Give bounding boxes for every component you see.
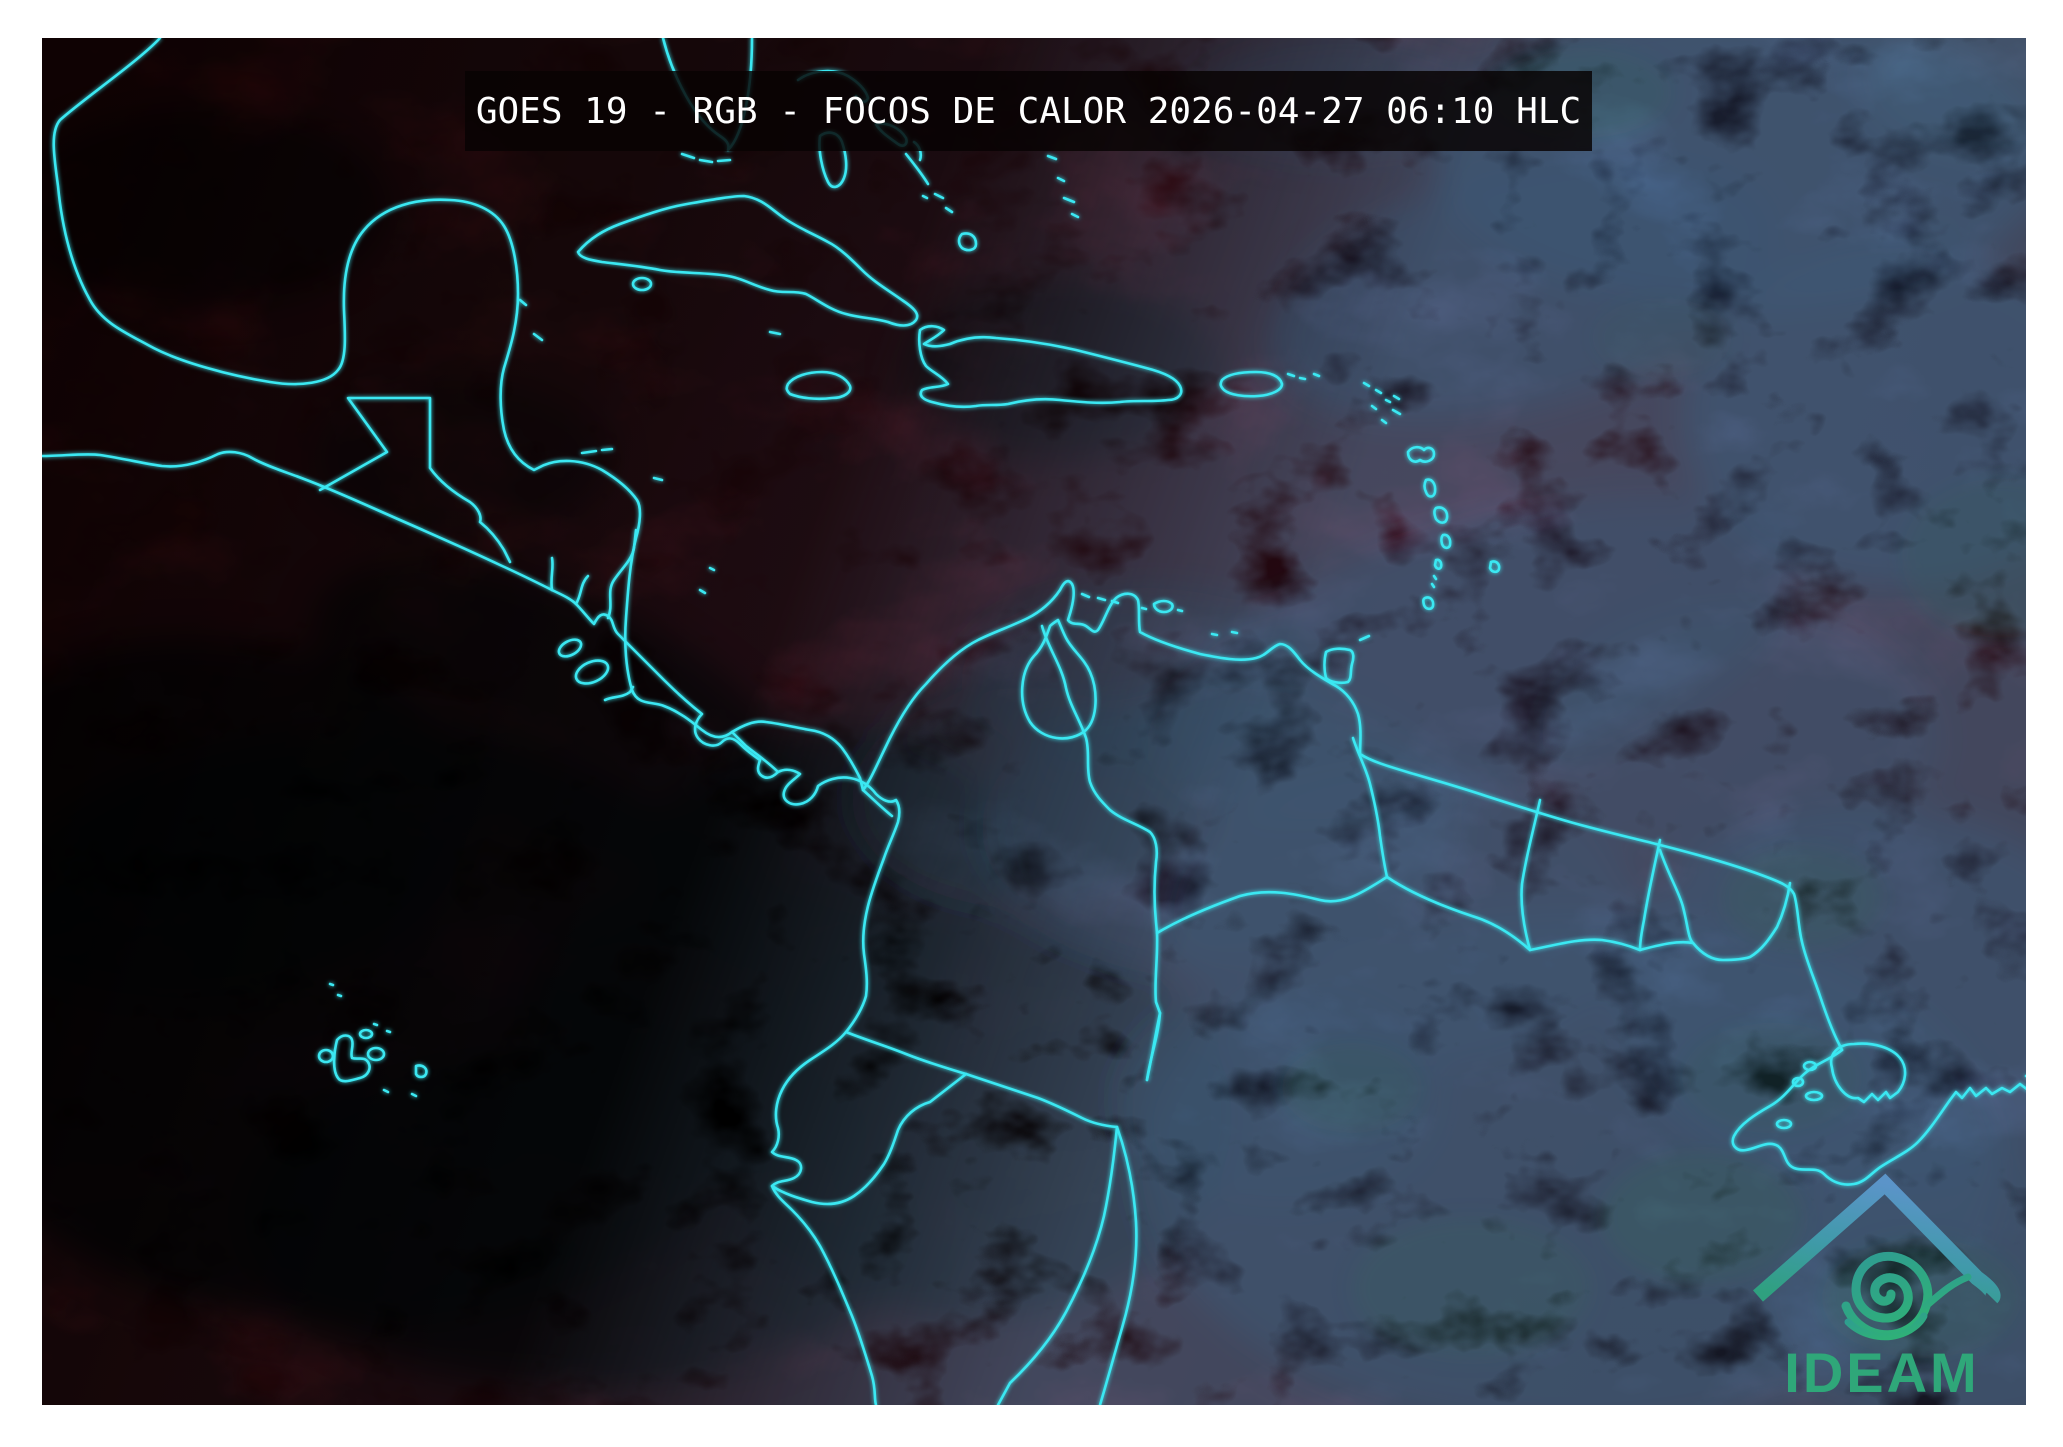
hispaniola [917, 324, 1183, 409]
product-title: GOES 19 - RGB - FOCOS DE CALOR 2026-04-2… [475, 90, 1582, 132]
satellite-map-image [42, 38, 2026, 1405]
ideam-logo: IDEAM [1752, 1172, 2012, 1412]
border-ecuador-colombia [844, 1011, 1162, 1129]
map-canvas [42, 38, 2026, 1405]
border-guatemala-honduras [428, 466, 512, 564]
barbados [1488, 560, 1501, 574]
small-islands [518, 298, 1239, 637]
border-suriname-fg [1638, 838, 1662, 952]
border-fg-brazil [1658, 848, 1792, 962]
cuba [576, 194, 919, 327]
border-venezuela-guyana [1351, 736, 1389, 879]
martinique [1433, 506, 1449, 524]
country-borders [42, 38, 2026, 1405]
marajo-island [1829, 1042, 1907, 1104]
cloud-grain-blue [42, 38, 2026, 1405]
border-nicaragua-costa-rica [603, 685, 635, 702]
dominica [1423, 478, 1437, 498]
galapagos-specks [328, 982, 418, 1098]
jamaica [785, 370, 852, 401]
border-guyana-suriname [1520, 798, 1542, 952]
guadeloupe [1406, 445, 1436, 463]
margarita [1140, 599, 1184, 614]
leeward-islands [1362, 381, 1402, 425]
border-mexico-guatemala-belize [318, 396, 432, 492]
galapagos [332, 1034, 428, 1083]
title-bar: GOES 19 - RGB - FOCOS DE CALOR 2026-04-2… [465, 71, 1592, 151]
border-peru-brazil-east [1098, 1125, 1138, 1405]
mountain-roof-icon [1753, 1173, 2001, 1304]
coast-amazon [1731, 1048, 2026, 1186]
puerto-rico [1219, 370, 1284, 398]
border-panama-colombia [861, 788, 894, 818]
border-colombia-venezuela [1040, 624, 1162, 1082]
border-ecuador-peru [770, 1072, 968, 1206]
lake-maracaibo [1020, 618, 1097, 740]
ideam-logo-graphic [1753, 1173, 2001, 1341]
coast-pacific [42, 450, 901, 1405]
trinidad [1323, 634, 1371, 685]
st-vincent-grenada [1422, 558, 1443, 611]
coast-caribbean [52, 38, 1844, 1052]
hurricane-spiral-icon [1841, 1251, 1972, 1341]
border-peru-brazil-west [996, 1125, 1119, 1405]
border-brazil-guianas [1385, 875, 1695, 952]
florida-keys [680, 152, 732, 164]
border-honduras-nicaragua [606, 528, 638, 620]
border-el-salvador [550, 556, 590, 606]
st-lucia [1440, 533, 1452, 550]
abc-islands [1080, 592, 1120, 605]
bahamas-specks [921, 154, 1080, 219]
border-costa-rica-panama [730, 730, 780, 774]
border-venezuela-brazil [1155, 875, 1389, 935]
ideam-logo-label: IDEAM [1784, 1341, 1980, 1404]
virgin-islands [1286, 372, 1321, 381]
